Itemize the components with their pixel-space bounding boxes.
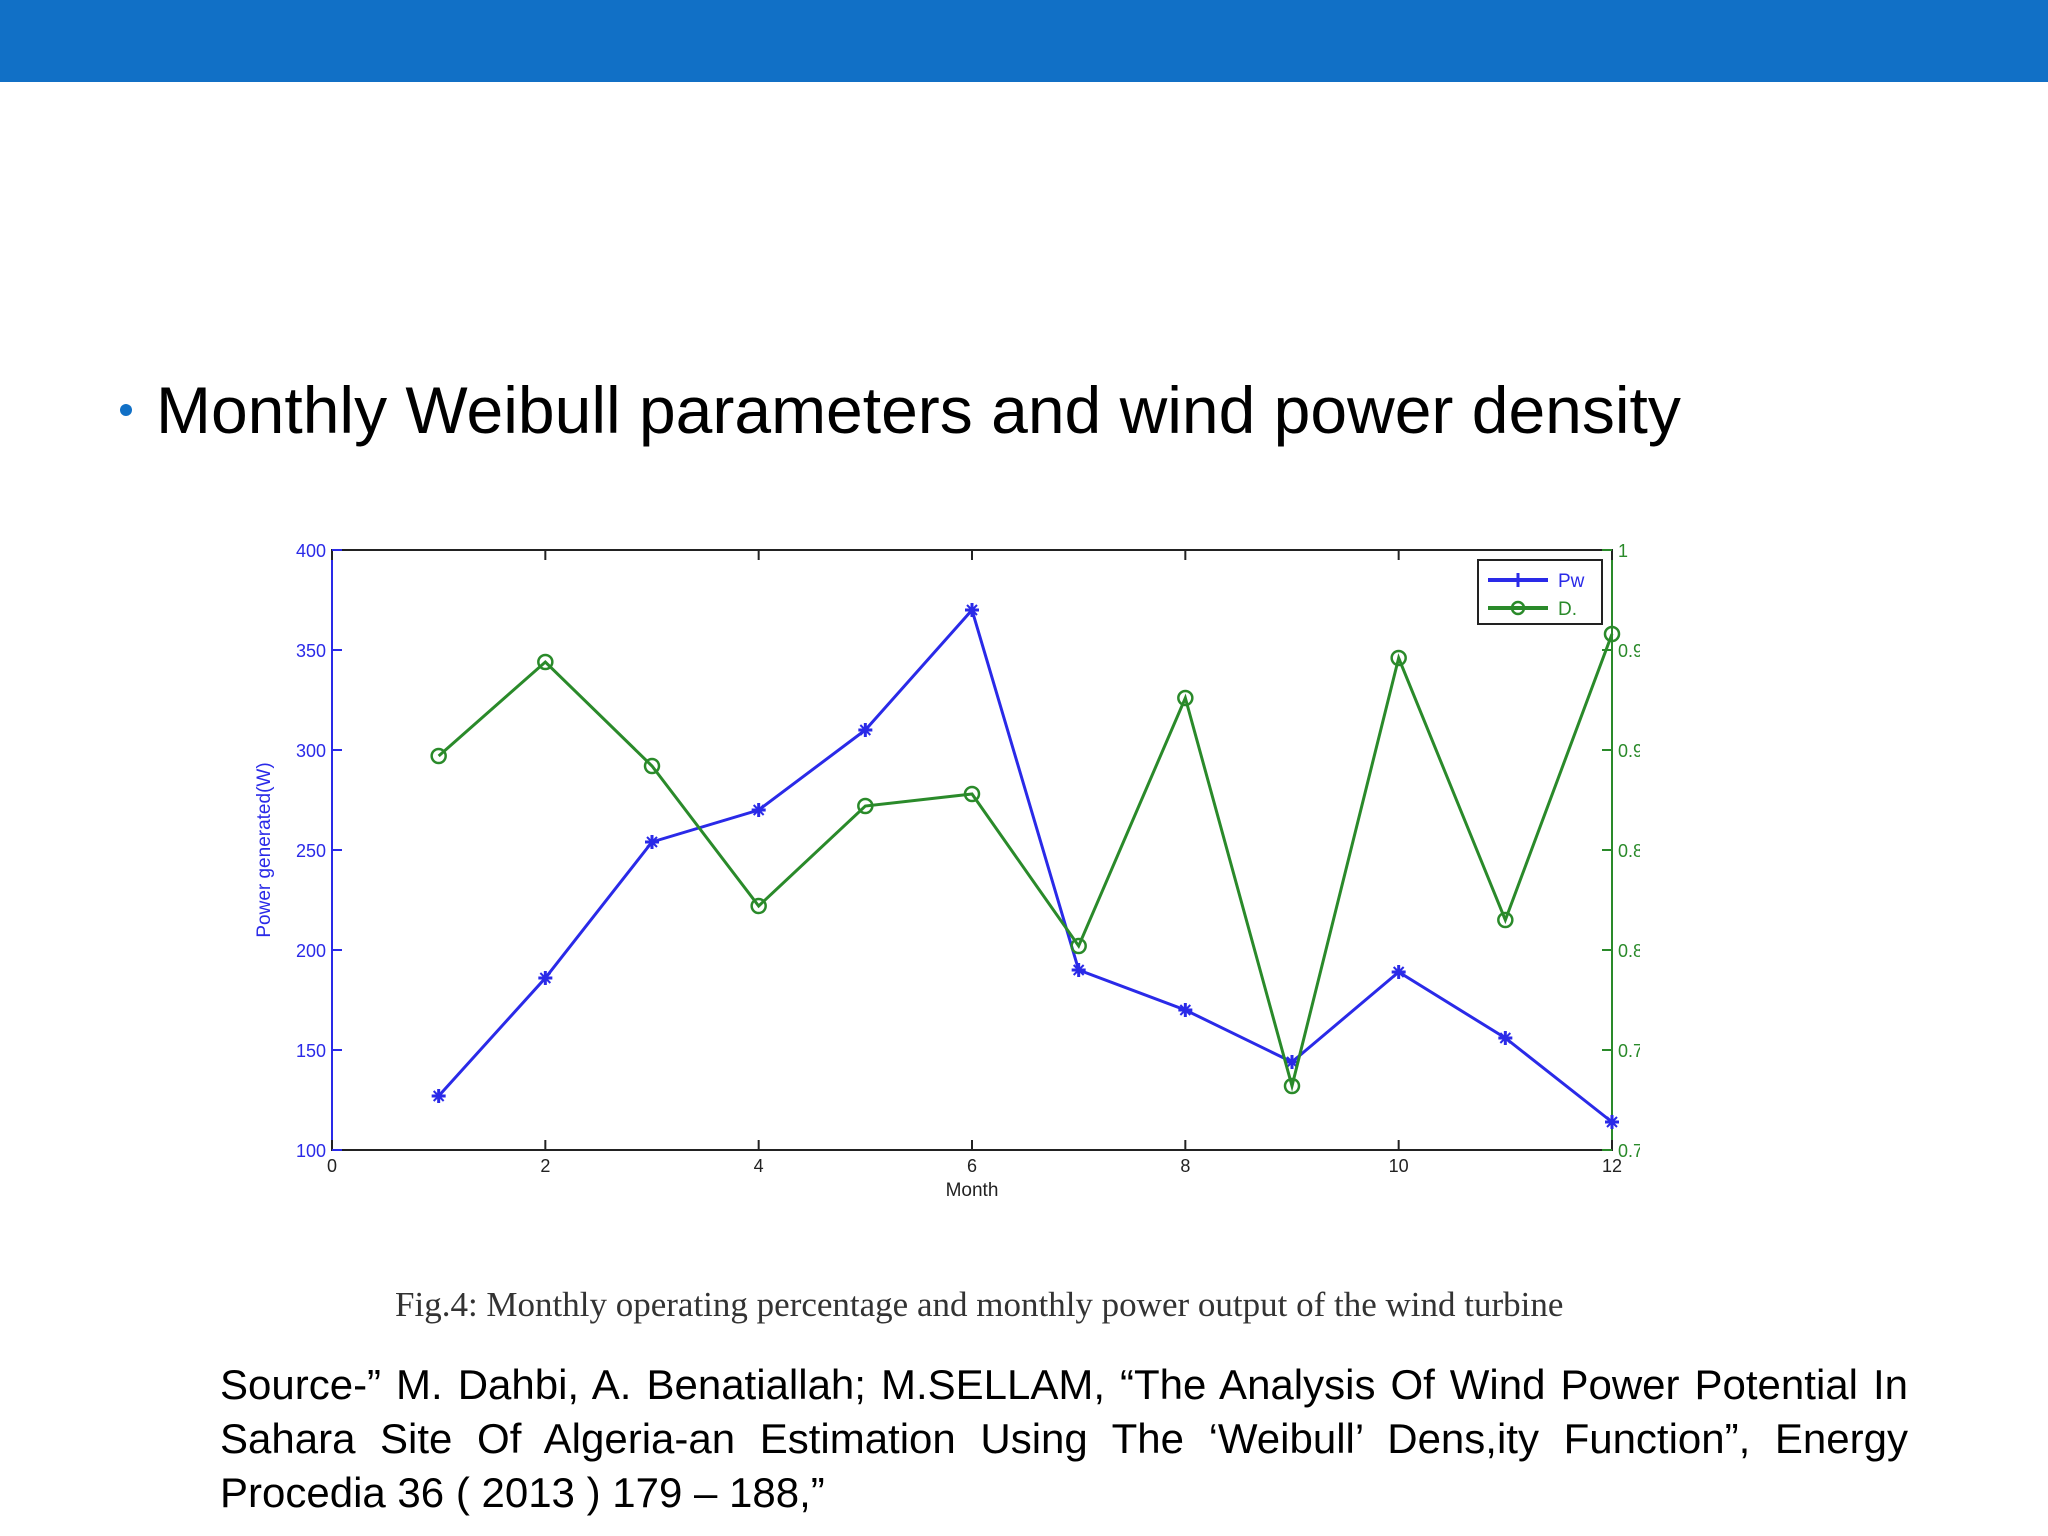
data-point-pw xyxy=(1605,1115,1619,1129)
y2-tick-label: 0.7 xyxy=(1618,1141,1640,1161)
slide-heading: Monthly Weibull parameters and wind powe… xyxy=(156,373,1681,447)
data-point-d xyxy=(1177,689,1194,707)
x-tick-label: 8 xyxy=(1180,1156,1190,1176)
data-point-d xyxy=(750,897,767,915)
marker-stroke xyxy=(1499,1032,1512,1044)
top-accent-bar xyxy=(0,0,2048,82)
x-tick-label: 10 xyxy=(1389,1156,1409,1176)
bullet-dot xyxy=(120,404,132,416)
marker-stroke xyxy=(966,604,978,616)
data-point-pw xyxy=(858,723,873,737)
y-tick-label: 200 xyxy=(296,941,326,961)
data-point-pw xyxy=(1498,1031,1513,1045)
y2-tick-label: 0.9 xyxy=(1618,741,1640,761)
marker-stroke xyxy=(1606,1116,1618,1128)
data-point-d xyxy=(1283,1077,1301,1095)
data-point-d xyxy=(1497,911,1514,929)
data-point-d xyxy=(1603,625,1621,643)
y2-tick-label: 0.95 xyxy=(1618,641,1640,661)
plot-frame xyxy=(331,549,1613,1151)
data-point-d xyxy=(537,653,554,671)
x-axis-label: Month xyxy=(946,1180,999,1201)
y2-tick-label: 1 xyxy=(1618,541,1628,561)
data-point-d xyxy=(1070,937,1087,955)
data-point-d xyxy=(857,797,874,815)
x-tick-label: 12 xyxy=(1602,1156,1622,1176)
x-tick-label: 0 xyxy=(327,1156,337,1176)
legend-box xyxy=(1477,559,1603,625)
marker-stroke xyxy=(752,804,765,816)
line-chart: 0 2 4 6 8 10 12 Month 100 150 200 250 300 350 400 Power… xyxy=(254,541,1640,1201)
y2-tick-label: 0.8 xyxy=(1618,941,1640,961)
legend-label: D. xyxy=(1558,599,1577,620)
y-tick-label: 350 xyxy=(296,641,326,661)
data-point-d xyxy=(1390,649,1407,667)
figure-caption: Fig.4: Monthly operating percentage and … xyxy=(395,1285,1564,1324)
y-tick-label: 150 xyxy=(296,1041,326,1061)
y2-tick-label: 0.75 xyxy=(1618,1041,1640,1061)
y2-tick-label: 0.85 xyxy=(1618,841,1640,861)
y-tick-label: 100 xyxy=(296,1141,326,1161)
marker-stroke xyxy=(1072,964,1085,976)
marker-stroke xyxy=(1392,966,1405,978)
marker-stroke xyxy=(1179,1004,1192,1016)
x-tick-label: 4 xyxy=(754,1156,764,1176)
data-point-d xyxy=(643,757,661,775)
data-point-pw xyxy=(645,835,659,849)
bullet-heading: Monthly Weibull parameters and wind powe… xyxy=(120,372,1681,448)
marker-stroke xyxy=(859,724,872,736)
legend-label: Pw xyxy=(1558,571,1585,592)
marker-stroke xyxy=(539,972,552,984)
data-point-pw xyxy=(751,803,766,817)
x-tick-label: 2 xyxy=(540,1156,550,1176)
marker-stroke xyxy=(1286,1056,1298,1068)
y-tick-label: 400 xyxy=(296,541,326,561)
data-point-pw xyxy=(538,971,553,985)
data-point-d xyxy=(430,747,447,765)
data-point-pw xyxy=(965,603,979,617)
data-point-d xyxy=(963,785,981,803)
y-tick-label: 250 xyxy=(296,841,326,861)
y-tick-label: 300 xyxy=(296,741,326,761)
series-line-pw xyxy=(437,606,1613,1124)
data-point-pw xyxy=(1391,965,1406,979)
data-point-pw xyxy=(431,1089,446,1103)
y-axis-label: Power generated(W) xyxy=(254,762,275,937)
x-tick-label: 6 xyxy=(967,1156,977,1176)
data-point-pw xyxy=(1071,963,1086,977)
marker-stroke xyxy=(432,1090,445,1102)
source-citation: Source-” M. Dahbi, A. Benatiallah; M.SEL… xyxy=(220,1361,1908,1516)
legend-marker xyxy=(1510,600,1526,616)
marker-stroke xyxy=(646,836,658,848)
series-line-d xyxy=(437,633,1614,1092)
data-point-pw xyxy=(1178,1003,1193,1017)
